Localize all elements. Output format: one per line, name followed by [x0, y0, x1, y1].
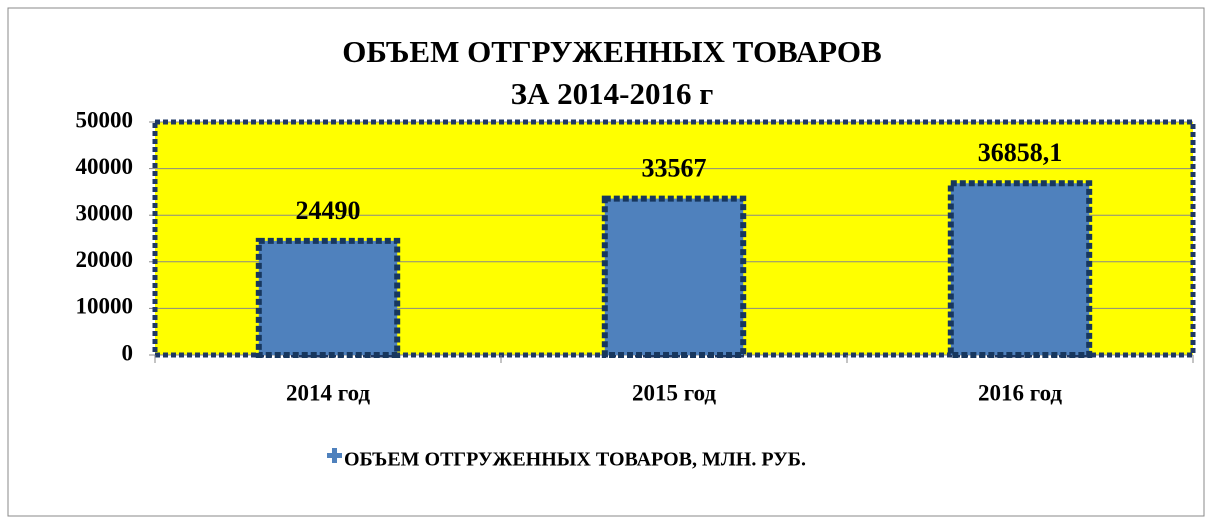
- legend-marker: [327, 448, 342, 463]
- x-tick-label: 2014 год: [286, 380, 370, 405]
- plot-border: [152, 119, 1196, 358]
- bar: [255, 237, 401, 358]
- chart-title: ЗА 2014-2016 г: [511, 76, 714, 111]
- x-tick-label: 2015 год: [632, 380, 716, 405]
- y-tick-label: 30000: [76, 200, 134, 225]
- legend-label: ОБЪЕМ ОТГРУЖЕННЫХ ТОВАРОВ, МЛН. РУБ.: [344, 449, 806, 471]
- x-tick-label: 2016 год: [978, 380, 1062, 405]
- data-label: 36858,1: [978, 138, 1063, 167]
- y-tick-label: 40000: [76, 154, 134, 179]
- y-tick-label: 0: [122, 340, 134, 365]
- y-tick-label: 20000: [76, 247, 134, 272]
- data-label: 33567: [642, 154, 707, 183]
- y-tick-label: 50000: [76, 107, 134, 132]
- bar: [601, 195, 747, 358]
- y-tick-label: 10000: [76, 294, 134, 319]
- data-label: 24490: [296, 196, 361, 225]
- chart-title: ОБЪЕМ ОТГРУЖЕННЫХ ТОВАРОВ: [342, 34, 881, 69]
- bar: [947, 180, 1093, 358]
